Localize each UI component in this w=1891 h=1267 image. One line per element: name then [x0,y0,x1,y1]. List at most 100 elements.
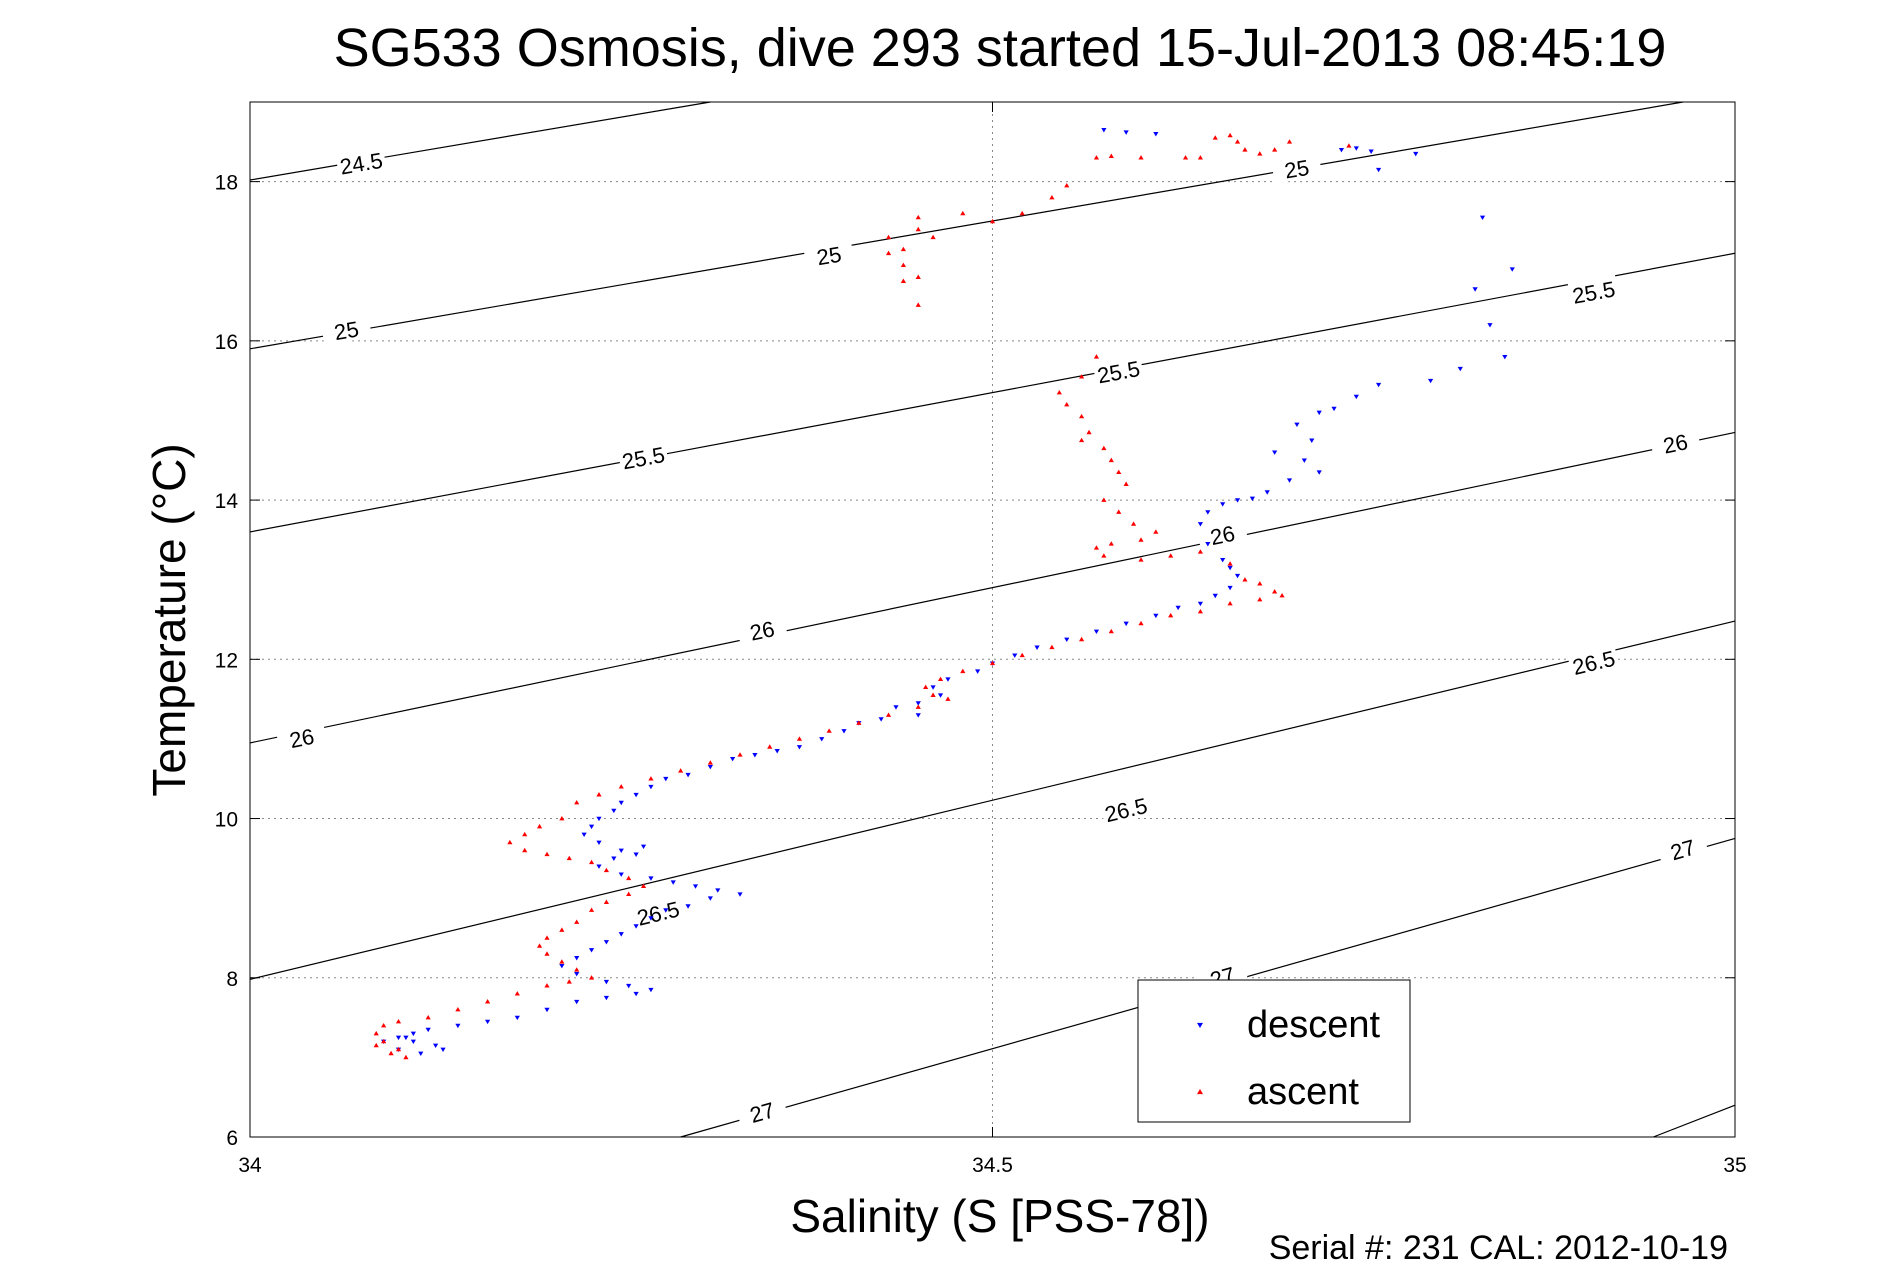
descent-point-106 [395,1035,402,1041]
descent-point-53 [878,717,884,722]
descent-point-50 [915,701,921,706]
ascent-point-9 [1197,155,1203,160]
ascent-point-112 [381,1022,387,1028]
descent-point-55 [841,729,847,734]
ascent-point-100 [536,943,543,948]
ascent-point-94 [626,891,632,896]
calibration-footer: Serial #: 231 CAL: 2012-10-19 [1269,1229,1728,1262]
descent-point-98 [603,995,609,1001]
ascent-point-90 [588,859,595,865]
y-tick-label-4: 14 [215,490,239,513]
descent-point-43 [1034,645,1040,650]
ascent-point-3 [1242,147,1248,152]
contour-label-bg-4-2 [1567,644,1620,679]
ascent-point-113 [373,1030,379,1036]
ascent-point-74 [796,736,803,741]
descent-point-88 [618,932,624,937]
descent-point-26 [1249,496,1255,502]
ascent-point-8 [1182,155,1189,160]
ascent-point-107 [514,991,520,996]
ascent-point-67 [923,684,929,689]
descent-point-44 [1012,653,1018,658]
ascent-point-0 [1212,135,1218,140]
contour-line-26.5 [249,620,1736,980]
descent-point-109 [440,1047,446,1053]
ascent-point-25 [915,274,921,279]
ascent-point-109 [455,1007,461,1012]
ascent-point-43 [1138,537,1144,542]
ascent-point-59 [1138,620,1144,626]
ascent-point-83 [559,815,565,821]
ascent-point-95 [603,899,609,904]
descent-point-104 [425,1027,431,1033]
ascent-point-30 [1056,389,1062,395]
descent-point-56 [819,737,825,742]
descent-point-23 [1316,470,1322,475]
descent-point-89 [603,940,609,945]
ascent-point-75 [767,744,773,749]
ascent-point-117 [388,1050,394,1056]
ascent-point-56 [1227,600,1233,606]
ascent-point-36 [1108,457,1114,463]
y-tick-label-6: 18 [215,172,238,195]
ascent-point-82 [574,800,580,805]
ascent-point-71 [885,712,892,717]
descent-point-38 [1175,605,1181,611]
ascent-point-72 [856,720,862,725]
ascent-point-50 [1227,561,1233,566]
contour-line-25.5 [249,252,1736,533]
ascent-point-41 [1130,521,1137,526]
ascent-point-42 [1153,529,1159,534]
descent-point-67 [611,808,617,814]
descent-point-99 [574,999,580,1005]
descent-point-13 [1457,366,1463,372]
descent-point-84 [685,904,691,909]
descent-point-69 [588,824,595,830]
contour-line-24.5 [249,101,711,181]
descent-point-32 [1220,557,1226,563]
descent-point-34 [1234,573,1241,579]
contour-label-bg-2-0 [617,440,669,473]
descent-point-76 [596,864,602,869]
descent-point-12 [1502,354,1508,360]
legend-box [1137,979,1411,1123]
descent-point-83 [707,896,713,901]
ascent-point-33 [1086,429,1092,435]
ascent-point-89 [566,855,572,861]
grid-lines [250,102,1735,1137]
ascent-point-18 [915,226,921,232]
descent-point-14 [1427,378,1434,384]
ascent-point-28 [1093,354,1100,359]
ascent-point-104 [588,975,595,980]
descent-point-19 [1294,422,1300,428]
contour-label-bg-3-0 [275,720,328,754]
ascent-point-15 [1019,210,1025,216]
contour-line-27.5 [1653,1104,1736,1138]
descent-point-85 [663,908,669,913]
descent-point-63 [663,776,669,782]
ascent-point-60 [1108,628,1114,634]
legend-marker-ascent [1197,1089,1203,1095]
descent-point-95 [626,983,632,989]
descent-point-66 [618,800,624,806]
descent-point-1 [1123,130,1129,135]
contour-label-bg-2-2 [1567,274,1620,308]
ascent-point-118 [373,1042,379,1048]
contour-label-bg-4-0 [631,894,685,930]
descent-point-5 [1368,149,1374,154]
descent-point-101 [514,1015,520,1021]
ascent-point-79 [648,776,654,781]
ascent-point-49 [1197,549,1203,554]
y-tick-label-0: 6 [226,1127,238,1150]
ascent-point-35 [1101,445,1107,451]
ascent-point-61 [1079,636,1085,642]
ascent-point-39 [1101,497,1107,502]
contour-label-bg-1-1 [803,238,855,271]
ascent-point-58 [1168,612,1174,618]
contour-line-25 [249,101,1684,350]
descent-point-107 [410,1039,416,1045]
contour-label-bg-5-0 [735,1093,789,1130]
descent-point-105 [410,1031,416,1037]
